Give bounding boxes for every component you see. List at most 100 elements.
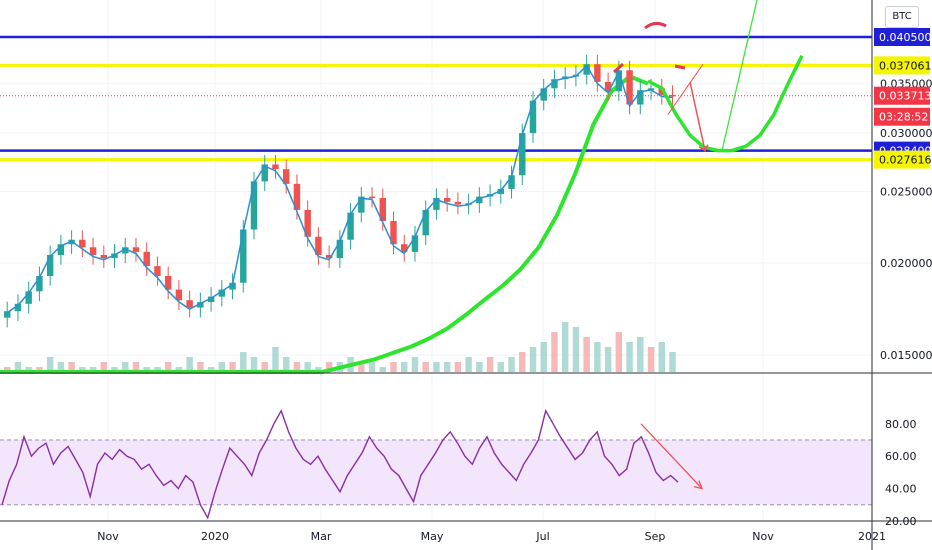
rsi-band	[0, 440, 872, 505]
candle-body-41	[443, 197, 451, 202]
candle-body-11	[122, 247, 129, 254]
volume-bar-22	[240, 352, 247, 372]
volume-bar-38	[411, 357, 419, 372]
rsi-tick-2: 40.00	[885, 483, 917, 496]
level-badge-1-text: 0.037061	[879, 59, 932, 72]
symbol-badge[interactable]: BTC	[885, 6, 919, 28]
projection-curve	[647, 54, 804, 153]
volume-bar-11	[122, 362, 129, 372]
volume-bar-29	[315, 367, 322, 372]
volume-bar-17	[186, 357, 193, 372]
candle-body-15	[164, 275, 172, 290]
volume-bar-41	[443, 362, 451, 372]
volume-bar-2	[25, 367, 32, 372]
level-badge-1-bg	[874, 56, 930, 75]
volume-bar-10	[111, 367, 118, 372]
candle-body-36	[390, 220, 397, 245]
volume-bar-62	[669, 352, 676, 372]
price-ma-line	[6, 64, 673, 314]
price-tick-2: 0.025000	[880, 185, 932, 198]
rsi-tick-3: 20.00	[885, 515, 917, 528]
x-tick-7: 2021	[858, 530, 886, 543]
volume-bar-35	[379, 367, 386, 372]
ma-curve	[319, 74, 649, 375]
candle-body-62	[669, 94, 676, 97]
volume-bar-39	[422, 362, 429, 372]
candle-body-21	[229, 282, 236, 290]
horizontal-levels	[0, 35, 872, 162]
volume-bar-42	[454, 362, 462, 372]
volume-bar-13	[143, 367, 150, 372]
volume-bar-14	[154, 367, 161, 372]
rsi-tick-0: 80.00	[885, 418, 917, 431]
x-tick-4: Jul	[535, 530, 549, 543]
candle-body-38	[411, 235, 419, 252]
volume-bar-21	[229, 362, 236, 372]
rsi-trend-arrow	[640, 423, 703, 490]
x-tick-5: Sep	[645, 530, 666, 543]
volume-bar-16	[175, 367, 183, 372]
volume-bar-4	[46, 357, 54, 372]
candle-body-54	[583, 64, 590, 75]
volume-bar-51	[551, 332, 558, 372]
volume-bar-43	[465, 357, 472, 372]
candle-body-33	[358, 196, 365, 213]
candle-body-20	[218, 289, 226, 297]
level-badge-3-text: 0.027616	[879, 154, 932, 167]
volume-bar-36	[390, 362, 397, 372]
candle-body-16	[175, 289, 183, 301]
candle-body-27	[293, 183, 301, 210]
candle-body-12	[132, 247, 140, 252]
candle-body-0	[4, 311, 11, 318]
candle-body-5	[57, 244, 65, 255]
symbol-badge-label: BTC	[892, 11, 912, 22]
volume-bar-45	[486, 357, 494, 372]
moving-average-curve	[0, 74, 649, 375]
price-badges: 0.0405000.0370610.0284000.0276160.033713…	[874, 28, 932, 169]
volume-bar-9	[100, 362, 108, 372]
volume-bar-27	[293, 362, 301, 372]
x-tick-2: Mar	[311, 530, 332, 543]
head-mark	[644, 21, 667, 30]
rsi-panel	[0, 408, 872, 520]
left-shoulder-mark	[613, 62, 624, 74]
x-tick-6: Nov	[752, 530, 774, 543]
volume-bar-60	[647, 347, 655, 372]
volume-bar-34	[368, 362, 376, 372]
volume-bar-44	[476, 362, 483, 372]
volume-bar-25	[272, 347, 279, 372]
projection-breakout-line	[721, 0, 758, 151]
volume-bar-1	[14, 362, 22, 372]
volume-bar-50	[540, 342, 547, 372]
drop-arrow	[689, 81, 706, 151]
volume-bar-59	[637, 337, 644, 372]
volume-bar-61	[658, 342, 665, 372]
candle-body-8	[89, 247, 97, 255]
volume-bar-19	[207, 367, 215, 372]
candle-body-18	[197, 302, 204, 308]
volume-bar-48	[519, 352, 526, 372]
candle-body-26	[282, 169, 290, 184]
candle-body-24	[261, 164, 268, 182]
volume-bar-3	[36, 367, 43, 372]
price-tick-1: 0.030000	[880, 127, 932, 140]
price-tick-3: 0.020000	[880, 257, 932, 270]
candle-body-4	[46, 254, 54, 276]
candle-body-17	[186, 300, 193, 308]
volume-bar-15	[164, 362, 172, 372]
candle-body-59	[637, 90, 644, 105]
candle-body-23	[250, 181, 258, 230]
volume-bar-37	[401, 362, 408, 372]
volume-bar-6	[68, 362, 75, 372]
candle-body-57	[615, 70, 623, 92]
last-price-badge-bg	[874, 86, 930, 105]
volume-bar-58	[626, 342, 633, 372]
volume-bars	[4, 322, 676, 372]
volume-bar-26	[282, 357, 290, 372]
volume-bar-47	[508, 357, 515, 372]
candle-body-30	[325, 254, 333, 259]
volume-bar-49	[529, 347, 537, 372]
countdown-badge-text: 03:28:52	[879, 111, 928, 124]
